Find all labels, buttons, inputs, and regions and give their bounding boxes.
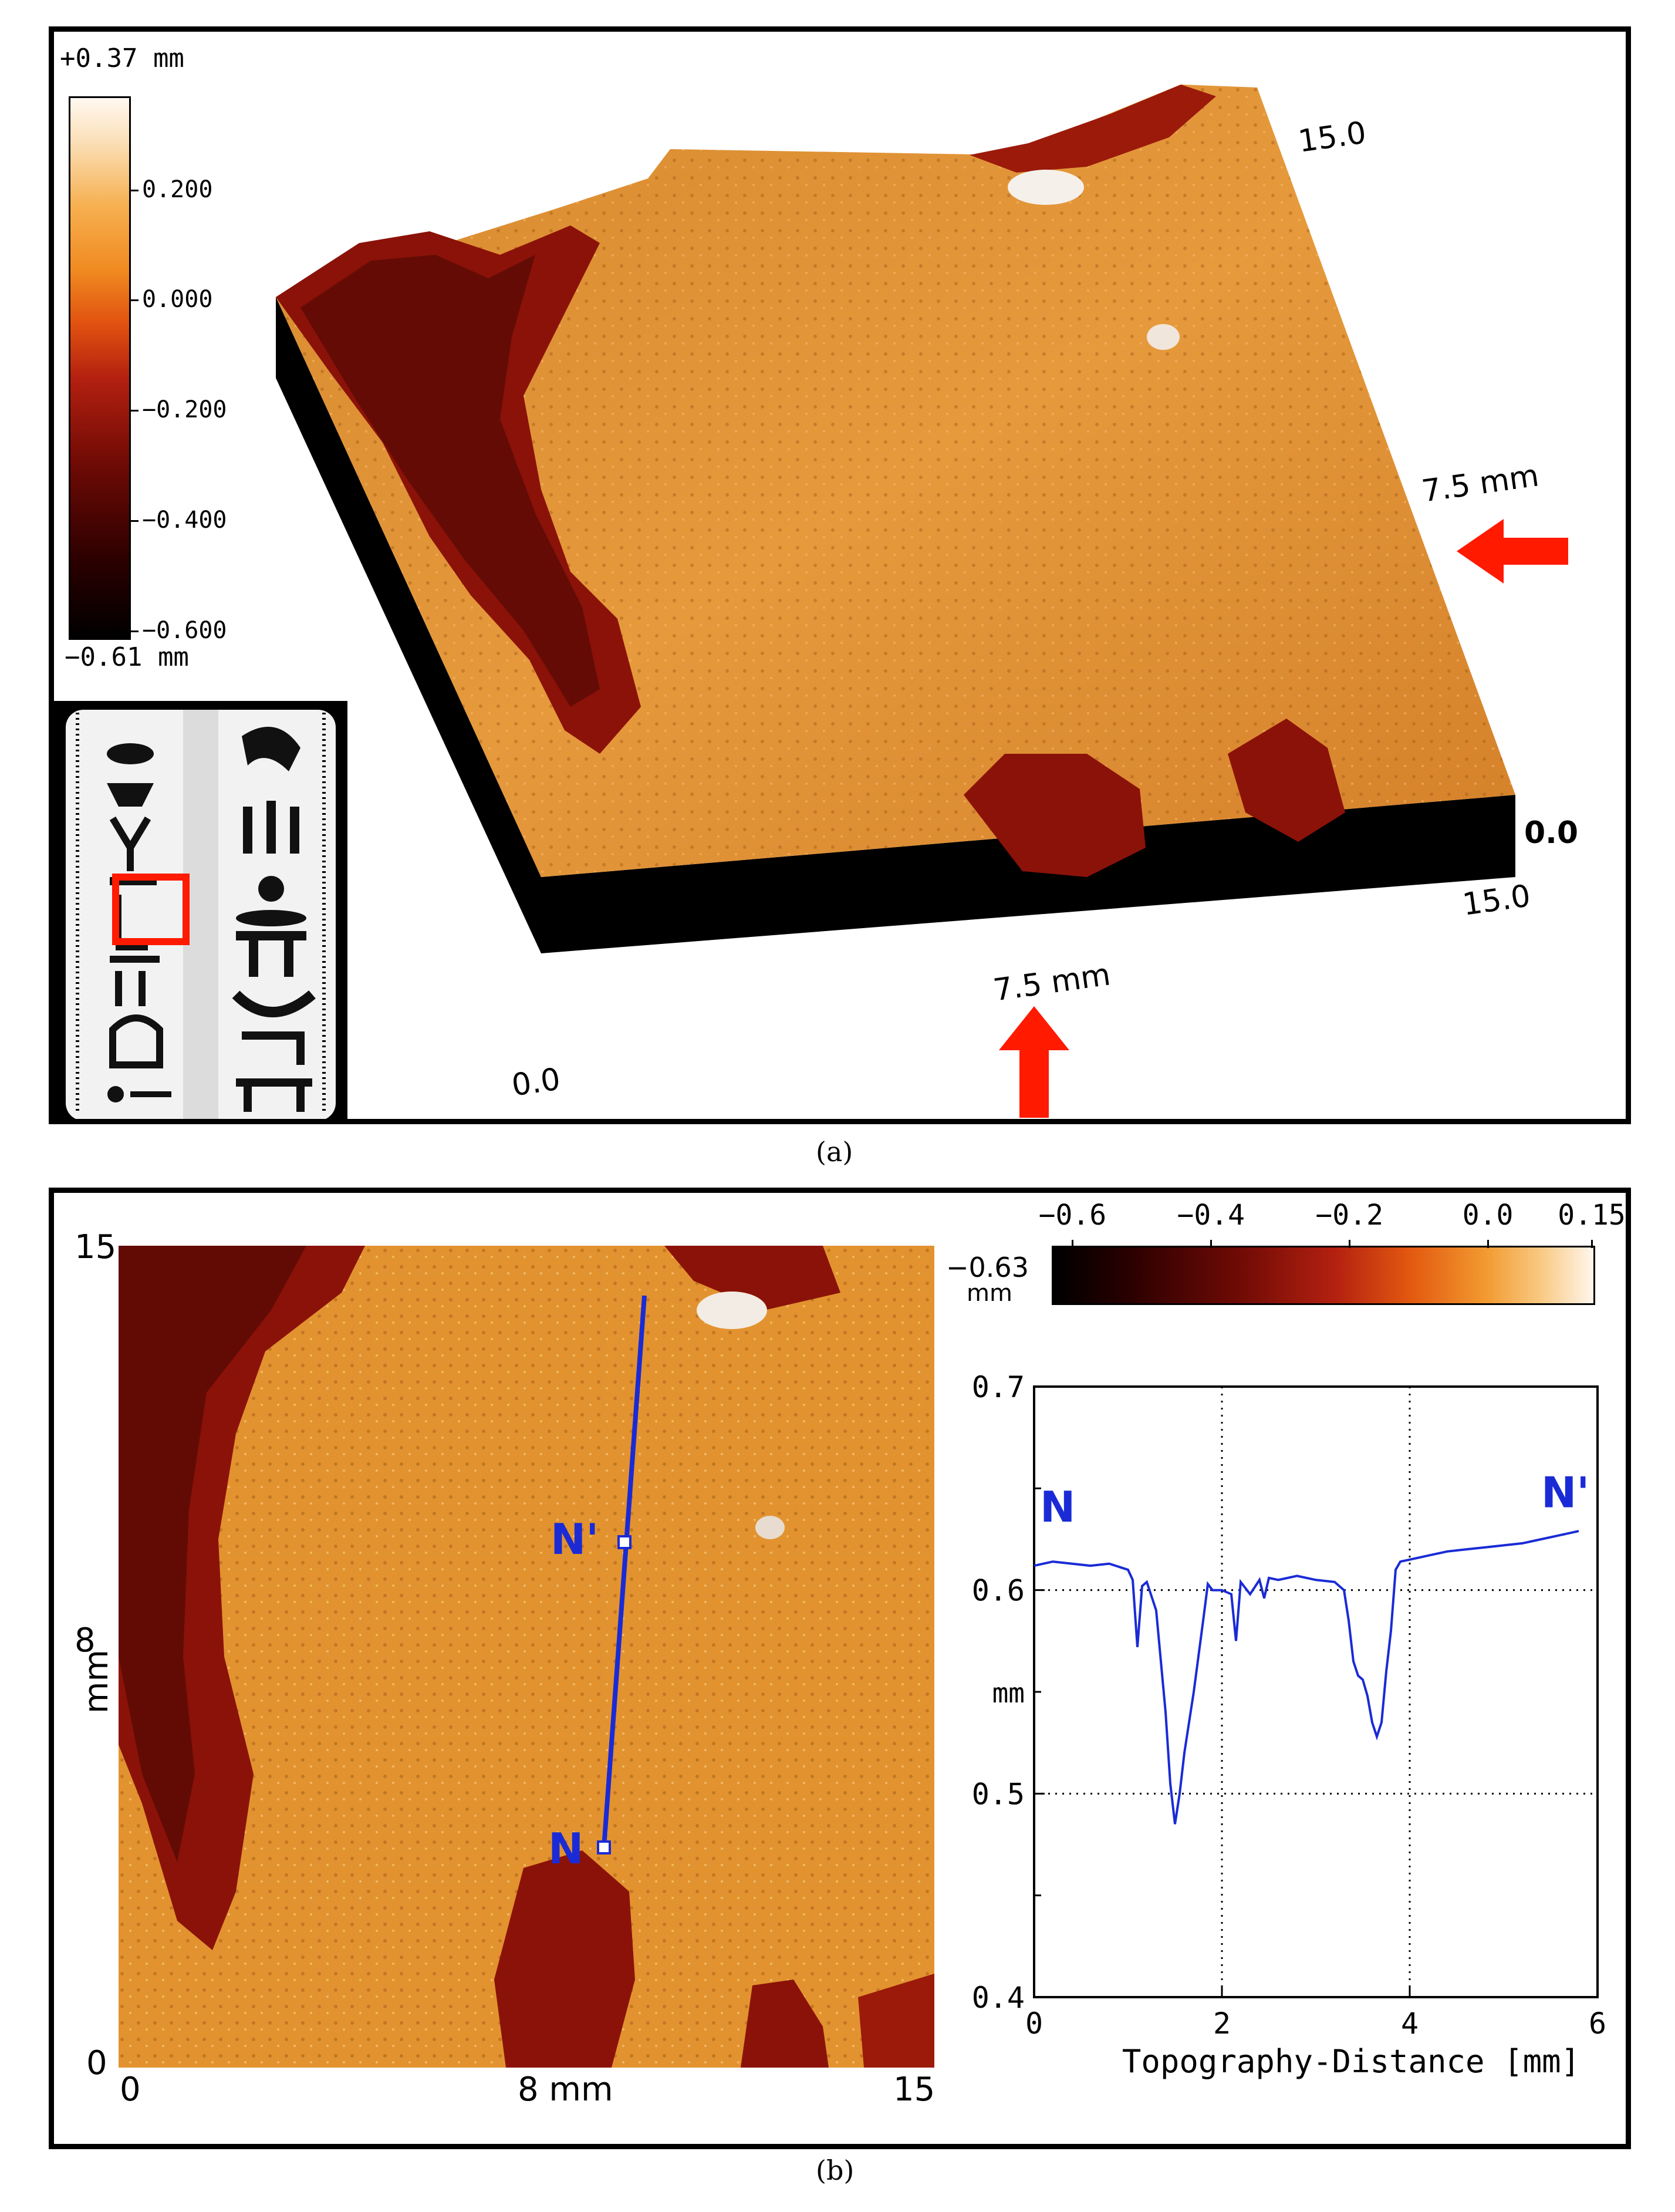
profile-start-marker xyxy=(597,1840,611,1854)
profile-end-marker xyxy=(617,1535,631,1549)
y-tick-label: 0.4 xyxy=(972,1981,1025,2015)
caption-a: (a) xyxy=(816,1136,853,1168)
colorbar-a-tick xyxy=(129,299,139,302)
x-tick-label: 4 xyxy=(1401,2007,1419,2041)
colorbar-b-unit: mm xyxy=(967,1280,1012,1307)
colorbar-a-tick xyxy=(129,410,139,412)
colorbar-b-tick xyxy=(1591,1240,1593,1248)
colorbar-a xyxy=(69,96,131,640)
arrow-left-icon xyxy=(1457,519,1568,584)
profile-label-n-prime: N' xyxy=(1541,1468,1589,1518)
arrow-up-icon xyxy=(999,1006,1069,1118)
y-tick-label: 0.7 xyxy=(972,1370,1025,1404)
panel-b: N N' 15 0 8 mm 0 8 mm 15 −0.6 −0.4 −0.2 0.0… xyxy=(49,1188,1631,2149)
y-tick-label: 0.5 xyxy=(972,1777,1025,1811)
y-axis-label: mm xyxy=(992,1677,1025,1709)
colorbar-b-tick-label: 0.0 xyxy=(1462,1199,1514,1232)
axis-origin-label: 0.0 xyxy=(509,1061,563,1104)
colorbar-b xyxy=(1052,1246,1595,1305)
x-tick-label: 2 xyxy=(1213,2007,1231,2041)
map-y-mid-label: 8 xyxy=(75,1621,96,1660)
profile-chart: 0 2 4 6 0.4 0.5 0.6 0.7 mm Topography-Distance [m… xyxy=(972,1370,1606,2080)
caption-b: (b) xyxy=(816,2154,855,2186)
colorbar-b-tick xyxy=(1349,1240,1351,1248)
surface-3d xyxy=(276,85,1515,953)
profile-label-n: N xyxy=(1040,1482,1075,1532)
colorbar-a-tick xyxy=(129,189,139,191)
colorbar-a-tick xyxy=(129,520,139,522)
axis-z-zero-label: 0.0 xyxy=(1524,815,1579,851)
colorbar-a-tick-label: −0.200 xyxy=(142,396,227,424)
map-y-bottom-label: 0 xyxy=(86,2044,107,2082)
colorbar-a-tick-label: −0.600 xyxy=(142,616,227,644)
map-label-n-prime: N' xyxy=(551,1515,599,1564)
map-y-top-label: 15 xyxy=(75,1228,117,1266)
plot-frame xyxy=(1033,1385,1599,1998)
colorbar-b-tick-label: −0.4 xyxy=(1177,1199,1245,1232)
colorbar-b-tick-label: −0.6 xyxy=(1038,1199,1107,1232)
map-x-mid-label: 8 mm xyxy=(518,2071,613,2109)
colorbar-b-tick xyxy=(1487,1240,1490,1248)
colorbar-b-min-label: −0.63 xyxy=(946,1252,1029,1283)
colorbar-b-tick xyxy=(1072,1240,1074,1248)
x-tick-label: 0 xyxy=(1025,2007,1043,2041)
hieroglyph-inset xyxy=(54,701,347,1119)
colorbar-b-tick-label: −0.2 xyxy=(1315,1199,1383,1232)
map-y-unit-label: mm xyxy=(77,1649,116,1714)
height-map xyxy=(119,1246,934,2068)
colorbar-a-tick xyxy=(129,630,139,632)
colorbar-a-tick-label: 0.200 xyxy=(142,176,213,203)
map-x-right-label: 15 xyxy=(893,2071,936,2109)
y-tick-label: 0.6 xyxy=(972,1574,1025,1608)
colorbar-a-tick-label: 0.000 xyxy=(142,286,213,313)
map-label-n: N xyxy=(548,1824,584,1873)
profile-line xyxy=(602,1295,647,1848)
colorbar-a-tick-label: −0.400 xyxy=(142,506,227,534)
panel-a: +0.37 mm 0.200 0.000 −0.200 −0.400 −0.600 −0… xyxy=(49,26,1631,1124)
x-tick-label: 6 xyxy=(1589,2007,1606,2041)
map-x-left-label: 0 xyxy=(120,2071,141,2109)
colorbar-b-tick xyxy=(1210,1240,1213,1248)
selection-box xyxy=(112,874,190,945)
colorbar-max-label: +0.37 mm xyxy=(60,43,184,73)
colorbar-min-label: −0.61 mm xyxy=(65,642,189,672)
profile-series-line xyxy=(1034,1530,1579,1825)
colorbar-b-tick-label: 0.15 xyxy=(1558,1199,1626,1232)
x-axis-label: Topography-Distance [mm] xyxy=(1122,2043,1580,2080)
